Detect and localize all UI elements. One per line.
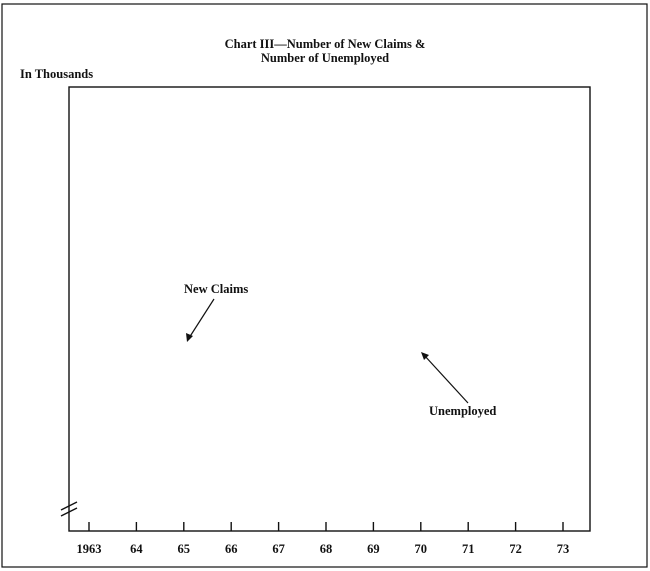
plot-area xyxy=(68,86,591,532)
x-tick-label: 69 xyxy=(367,542,380,556)
x-tick-label: 64 xyxy=(130,542,143,556)
x-tick-label: 70 xyxy=(415,542,428,556)
x-tick-label: 66 xyxy=(225,542,238,556)
y-axis-label: In Thousands xyxy=(20,67,94,81)
arrowhead-new-claims xyxy=(186,333,193,342)
x-tick-label: 67 xyxy=(272,542,285,556)
x-tick-label: 72 xyxy=(509,542,522,556)
arrowhead-unemployed xyxy=(421,352,429,360)
x-tick-label: 71 xyxy=(462,542,475,556)
x-tick-label: 73 xyxy=(557,542,570,556)
x-tick-label: 1963 xyxy=(77,542,102,556)
x-tick-label: 65 xyxy=(178,542,191,556)
annotation-unemployed: Unemployed xyxy=(429,404,496,418)
annotation-arrow-new-claims xyxy=(188,298,215,339)
annotations: New Claims Unemployed xyxy=(184,282,496,418)
x-tick-label: 68 xyxy=(320,542,333,556)
axis-break-mark xyxy=(60,501,78,511)
annotation-arrow-unemployed xyxy=(423,354,469,404)
chart-title-line2: Number of Unemployed xyxy=(260,51,390,65)
chart-title: Chart III—Number of New Claims & xyxy=(224,37,426,51)
annotation-new-claims: New Claims xyxy=(184,282,248,296)
page-border xyxy=(1,3,648,568)
axis-break-mark xyxy=(60,507,78,517)
x-axis: 1963 64 65 66 67 68 69 70 71 72 73 xyxy=(77,522,570,556)
